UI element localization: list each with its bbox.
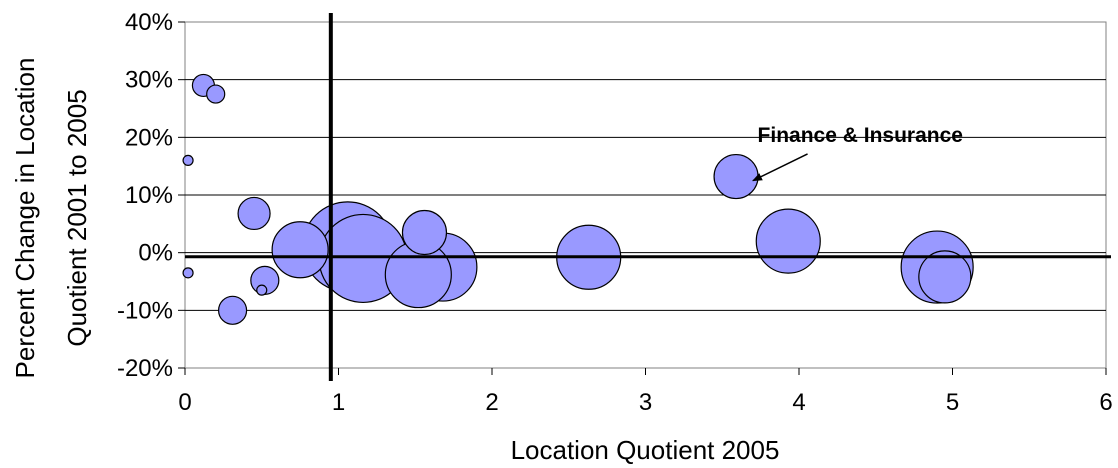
y-tick-label: -20% bbox=[117, 355, 173, 382]
data-bubble bbox=[182, 267, 194, 279]
y-tick-label: 30% bbox=[125, 67, 173, 94]
y-tick-label: 10% bbox=[125, 182, 173, 209]
annotation-label: Finance & Insurance bbox=[758, 124, 963, 147]
y-axis-title-line1: Percent Change in Location bbox=[10, 58, 40, 379]
y-axis-ticks: -20% -10% 0% 10% 20% 30% 40% bbox=[117, 9, 185, 382]
data-bubble bbox=[217, 295, 248, 325]
annotations: Finance & Insurance bbox=[752, 124, 963, 182]
x-tick-label: 0 bbox=[178, 389, 191, 416]
data-bubble bbox=[401, 209, 448, 256]
data-bubble bbox=[206, 84, 226, 104]
data-bubble bbox=[918, 250, 972, 304]
data-bubble bbox=[755, 208, 821, 274]
data-bubble bbox=[256, 284, 268, 296]
y-tick-label: 20% bbox=[125, 124, 173, 151]
y-tick-label: 40% bbox=[125, 9, 173, 36]
x-tick-label: 6 bbox=[1099, 389, 1112, 416]
y-tick-label: 0% bbox=[138, 240, 173, 267]
x-axis-title: Location Quotient 2005 bbox=[511, 435, 780, 465]
data-bubble bbox=[713, 153, 759, 200]
data-bubble bbox=[237, 196, 271, 231]
y-axis-title-line2: Quotient 2001 to 2005 bbox=[62, 89, 92, 346]
x-tick-label: 5 bbox=[946, 389, 959, 416]
x-axis-ticks: 0 1 2 3 4 5 6 bbox=[178, 368, 1113, 416]
x-tick-label: 1 bbox=[332, 389, 345, 416]
x-tick-label: 3 bbox=[639, 389, 652, 416]
x-tick-label: 2 bbox=[485, 389, 498, 416]
y-tick-label: -10% bbox=[117, 297, 173, 324]
annotation-arrow bbox=[752, 153, 808, 182]
data-bubble bbox=[271, 221, 329, 279]
data-bubble bbox=[182, 154, 194, 166]
x-tick-label: 4 bbox=[792, 389, 805, 416]
